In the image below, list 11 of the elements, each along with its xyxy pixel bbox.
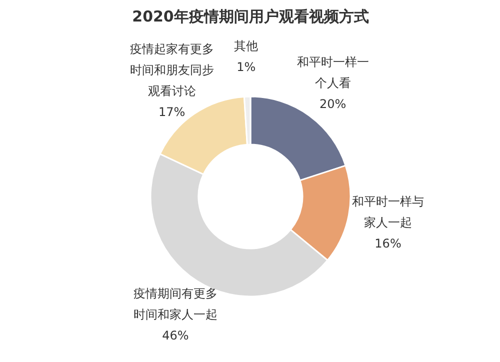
slice-label: 疫情起家有更多时间和朋友同步观看讨论 [130, 42, 214, 98]
slice-label: 和平时一样一个人看 [296, 55, 369, 90]
chart-title: 2020年疫情期间用户观看视频方式 [132, 8, 369, 26]
data-label: 17% [158, 105, 186, 120]
slice-label: 其他 [234, 39, 258, 54]
data-label: 46% [162, 328, 189, 343]
slice-label: 疫情期间有更多时间和家人一起 [133, 286, 218, 322]
data-label: 20% [319, 97, 346, 112]
slice-label: 和平时一样与家人一起 [352, 194, 424, 230]
data-label: 1% [236, 60, 256, 74]
data-label: 16% [374, 236, 402, 251]
